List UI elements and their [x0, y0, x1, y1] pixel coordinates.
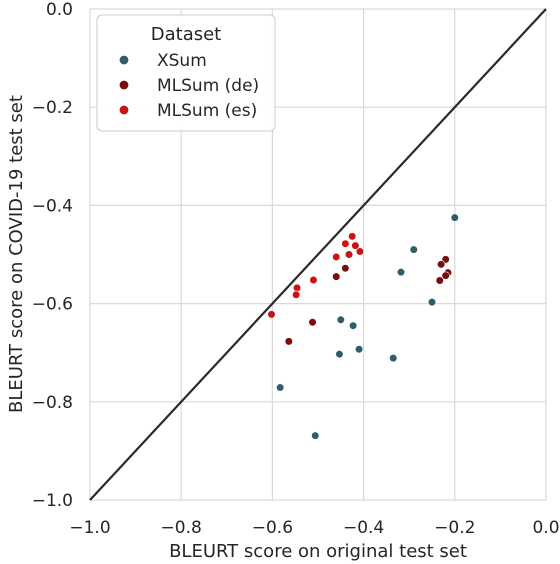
legend-label: MLSum (es) — [157, 101, 257, 121]
point-xsum — [311, 431, 320, 440]
y-tick-label: −0.6 — [32, 295, 73, 315]
point-mlsum-es — [341, 239, 350, 248]
legend-entry: MLSum (es) — [118, 101, 257, 121]
y-tick-label: −0.2 — [32, 98, 73, 118]
point-mlsum-es — [332, 252, 341, 262]
point-xsum — [276, 383, 285, 392]
point-mlsum-es — [348, 232, 357, 241]
legend-title: Dataset — [151, 24, 222, 45]
x-tick-label: 0.0 — [532, 518, 559, 538]
reference-line-group — [89, 8, 547, 501]
x-tick-label: −0.8 — [161, 518, 202, 538]
y-axis-label: BLEURT score on COVID-19 test set — [6, 95, 27, 413]
legend-entry: MLSum (de) — [118, 76, 259, 96]
point-xsum — [409, 245, 418, 254]
point-xsum — [450, 213, 459, 222]
point-mlsum-de — [308, 318, 317, 327]
data-points — [267, 213, 459, 440]
point-xsum — [335, 350, 344, 359]
point-mlsum-de — [437, 260, 446, 269]
legend: Dataset XSum MLSum (de) MLSum (es) — [96, 14, 276, 132]
legend-label: XSum — [157, 51, 207, 71]
legend-marker — [118, 79, 130, 91]
y-tick-label: −1.0 — [32, 491, 73, 511]
point-mlsum-de — [332, 272, 341, 281]
legend-box — [96, 14, 276, 132]
point-mlsum-es — [267, 310, 276, 319]
point-xsum — [354, 345, 364, 354]
legend-marker — [118, 104, 130, 116]
reference-line — [89, 8, 547, 501]
y-tick-label: −0.4 — [32, 196, 73, 216]
x-tick-label: −0.4 — [343, 518, 384, 538]
x-tick-label: −0.2 — [434, 518, 475, 538]
y-tick-label: −0.8 — [32, 393, 73, 413]
point-mlsum-es — [292, 290, 301, 299]
legend-entry: XSum — [118, 51, 207, 71]
point-xsum — [349, 321, 358, 330]
y-tick-labels: −1.0 −0.8 −0.6 −0.4 −0.2 0.0 — [32, 0, 73, 511]
legend-label: MLSum (de) — [157, 76, 259, 96]
point-mlsum-de — [435, 276, 444, 285]
x-tick-label: −0.6 — [252, 518, 293, 538]
point-mlsum-de — [284, 337, 293, 346]
point-mlsum-de — [441, 271, 450, 280]
point-mlsum-es — [351, 241, 360, 250]
x-tick-label: −1.0 — [69, 518, 110, 538]
point-xsum — [389, 354, 398, 363]
point-mlsum-es — [344, 250, 354, 259]
point-mlsum-es — [292, 283, 302, 292]
point-xsum — [427, 298, 437, 307]
point-xsum — [336, 315, 345, 324]
y-tick-label: 0.0 — [46, 0, 73, 20]
point-mlsum-es — [309, 275, 318, 285]
x-tick-labels: −1.0 −0.8 −0.6 −0.4 −0.2 0.0 — [69, 518, 559, 538]
point-mlsum-es — [355, 247, 365, 256]
point-mlsum-de — [341, 264, 350, 273]
point-xsum — [396, 268, 406, 277]
legend-marker — [118, 54, 130, 66]
x-axis-label: BLEURT score on original test set — [169, 541, 467, 562]
